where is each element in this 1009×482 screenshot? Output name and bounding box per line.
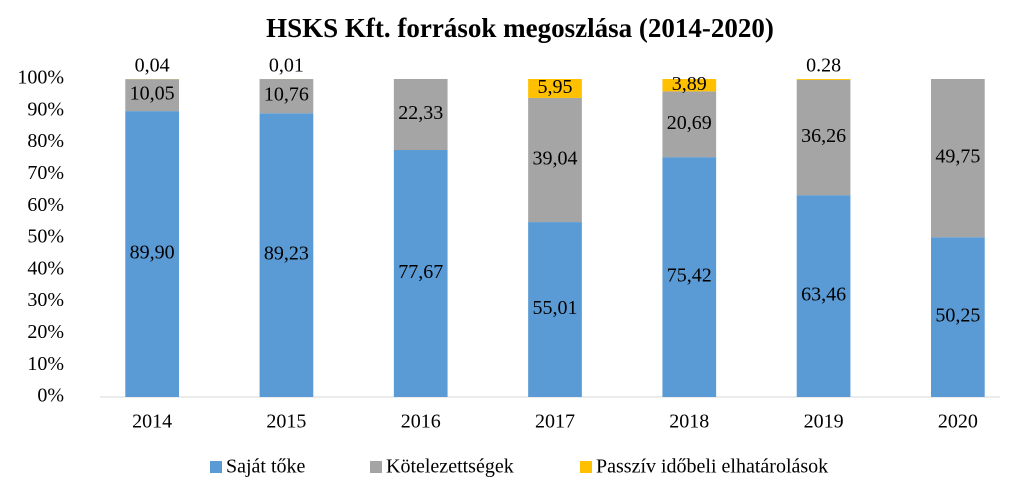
data-label: 10,05	[130, 83, 175, 105]
bar-segment	[662, 157, 717, 397]
y-tick-label: 70%	[27, 162, 64, 184]
bar-segment	[662, 91, 717, 158]
y-tick-label: 50%	[27, 226, 64, 248]
data-label: 0,04	[135, 55, 170, 77]
data-label: 22,33	[398, 102, 443, 124]
data-label: 39,04	[533, 148, 578, 170]
legend-label: Kötelezettségek	[386, 456, 514, 478]
data-label: 20,69	[667, 112, 712, 134]
x-tick-label: 2019	[804, 411, 844, 433]
data-label: 0.28	[806, 55, 841, 77]
x-tick-label: 2017	[535, 411, 575, 433]
legend-swatch	[370, 461, 382, 473]
legend-label: Saját tőke	[226, 456, 306, 478]
bar-segment	[393, 79, 448, 151]
bar-segment	[931, 237, 985, 397]
data-label: 3,89	[672, 73, 707, 95]
data-label: 55,01	[533, 297, 578, 319]
bar-segment	[528, 222, 582, 397]
data-label: 49,75	[935, 146, 980, 168]
data-label: 5,95	[538, 76, 573, 98]
bar-segment	[259, 113, 314, 397]
bar-segment	[796, 79, 851, 80]
data-label: 0,01	[269, 55, 304, 77]
bar-segment	[796, 195, 851, 397]
legend-swatch	[210, 461, 222, 473]
y-tick-label: 0%	[37, 385, 64, 407]
bar-segment	[931, 79, 985, 238]
bar-segment	[528, 79, 582, 98]
data-label: 36,26	[801, 125, 846, 147]
x-tick-label: 2016	[401, 411, 441, 433]
bar-segment	[259, 79, 314, 114]
bar-segment	[125, 79, 179, 112]
x-tick-label: 2014	[132, 411, 172, 433]
data-label: 75,42	[667, 265, 712, 287]
data-label: 10,76	[264, 84, 309, 106]
y-tick-label: 100%	[17, 67, 64, 89]
chart-title: HSKS Kft. források megoszlása (2014-2020…	[266, 13, 774, 43]
x-tick-label: 2020	[938, 411, 978, 433]
data-label: 50,25	[935, 305, 980, 327]
x-tick-label: 2018	[669, 411, 709, 433]
legend-swatch	[580, 461, 592, 473]
y-tick-label: 20%	[27, 321, 64, 343]
bar-segment	[393, 150, 448, 397]
data-label: 63,46	[801, 284, 846, 306]
y-tick-label: 10%	[27, 353, 64, 375]
y-tick-label: 90%	[27, 98, 64, 120]
data-label: 77,67	[398, 261, 443, 283]
data-label: 89,23	[264, 243, 309, 265]
bar-segment	[125, 111, 179, 398]
legend-label: Passzív időbeli elhatárolások	[596, 456, 828, 478]
y-tick-label: 60%	[27, 194, 64, 216]
bar-segment	[796, 79, 851, 196]
x-tick-label: 2015	[266, 411, 306, 433]
bar-segment	[528, 97, 582, 223]
bar-segment	[662, 79, 717, 92]
y-tick-label: 30%	[27, 289, 64, 311]
y-tick-label: 40%	[27, 257, 64, 279]
y-tick-label: 80%	[27, 130, 64, 152]
data-label: 89,90	[130, 242, 175, 264]
